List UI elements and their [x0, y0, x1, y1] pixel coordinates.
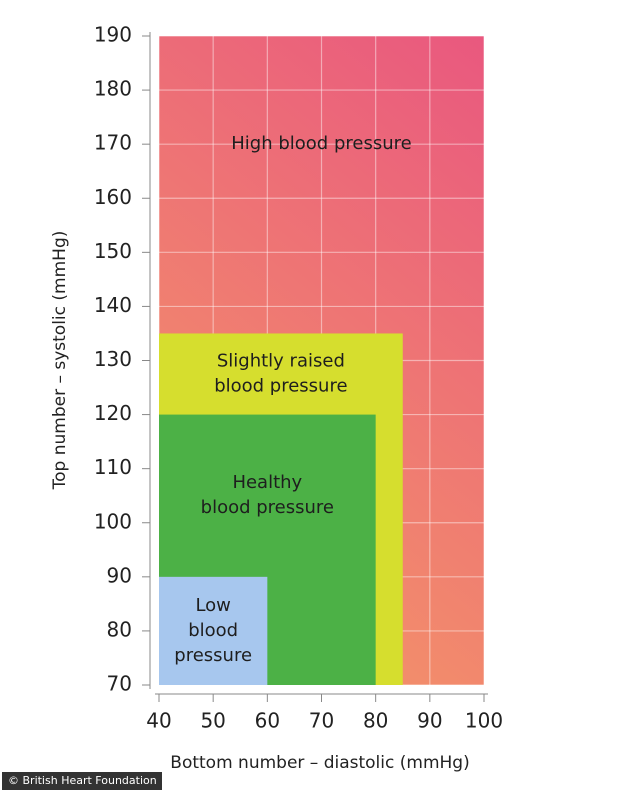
y-tick-label: 160 — [94, 185, 132, 209]
region-label: Slightly raised — [217, 351, 345, 372]
region — [159, 576, 268, 685]
y-tick-label: 170 — [94, 131, 132, 155]
y-tick-label: 70 — [107, 672, 132, 696]
x-tick-label: 50 — [200, 709, 225, 733]
y-tick-label: 190 — [94, 23, 132, 47]
x-tick-label: 60 — [255, 709, 280, 733]
x-tick-label: 40 — [146, 709, 171, 733]
y-tick-label: 130 — [94, 347, 132, 371]
y-tick-label: 120 — [94, 401, 132, 425]
y-tick-label: 110 — [94, 455, 132, 479]
region-label: blood pressure — [201, 497, 334, 518]
y-tick-label: 80 — [107, 617, 132, 641]
y-tick-label: 180 — [94, 77, 132, 101]
source-box — [2, 772, 162, 790]
source: © British Heart Foundation — [8, 774, 157, 787]
region-label: Healthy — [232, 472, 302, 493]
x-tick-label: 70 — [309, 709, 334, 733]
y-tick-label: 140 — [94, 293, 132, 317]
y-tick-label: 90 — [107, 563, 132, 587]
y-tick-label: 150 — [94, 239, 132, 263]
region-label: blood pressure — [214, 376, 347, 397]
x-tick-label: 90 — [417, 709, 442, 733]
x-tick-label: 80 — [363, 709, 388, 733]
region-label: Low — [195, 595, 230, 616]
y-tick-label: 100 — [94, 509, 132, 533]
x-tick-label: 100 — [465, 709, 503, 733]
region-label: blood — [188, 620, 238, 641]
x-axis-title: Bottom number – diastolic (mmHg) — [170, 753, 469, 773]
region-label: High blood pressure — [231, 133, 411, 154]
region-label: pressure — [174, 645, 252, 666]
y-axis-title: Top number – systolic (mmHg) — [50, 231, 70, 491]
